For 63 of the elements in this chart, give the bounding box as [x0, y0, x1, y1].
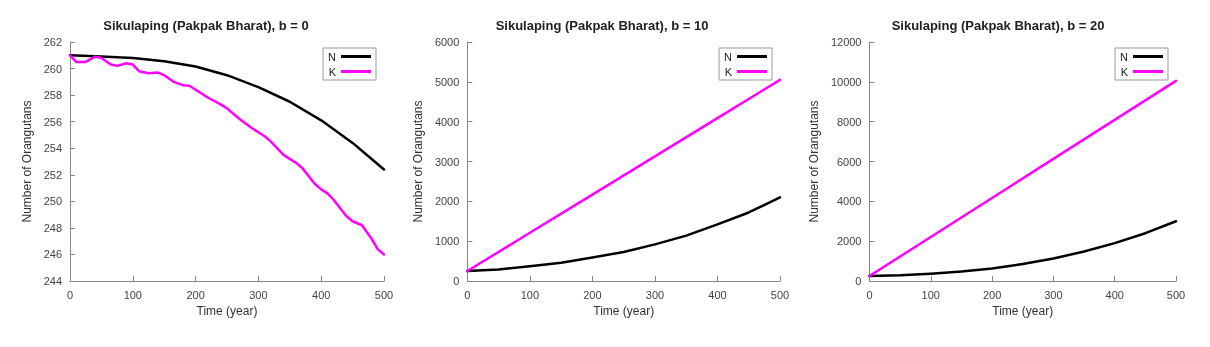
y-axis-title: Number of Orangutans — [807, 100, 821, 223]
y-tick-label: 8000 — [837, 115, 862, 128]
x-tick-label: 400 — [312, 288, 331, 301]
chart-title: Sikulaping (Pakpak Bharat), b = 0 — [103, 18, 309, 33]
x-tick-label: 500 — [374, 288, 394, 301]
y-tick-label: 2000 — [837, 235, 862, 248]
legend-label: K — [1120, 65, 1129, 78]
x-tick-label: 0 — [464, 288, 471, 301]
x-tick-label: 500 — [1166, 288, 1186, 301]
line-series — [68, 54, 386, 256]
legend-label: K — [724, 65, 733, 78]
x-axis-title: Time (year) — [196, 304, 258, 318]
x-tick-label: 500 — [770, 288, 790, 301]
legend-label: N — [328, 50, 337, 63]
x-axis-title: Time (year) — [992, 304, 1054, 318]
line-series — [868, 79, 1178, 278]
y-tick-label: 252 — [43, 168, 62, 181]
y-tick-label: 256 — [43, 115, 62, 128]
y-tick-label: 12000 — [830, 36, 862, 48]
legend-label: N — [1120, 50, 1129, 63]
y-tick-label: 4000 — [837, 195, 862, 208]
line-series — [466, 78, 782, 273]
y-tick-label: 3000 — [434, 155, 460, 168]
x-tick-label: 400 — [708, 288, 727, 301]
y-tick-label: 4000 — [434, 115, 460, 128]
y-tick-label: 246 — [43, 248, 62, 261]
x-tick-label: 300 — [1044, 288, 1063, 301]
y-tick-label: 1000 — [434, 235, 460, 248]
line-series — [466, 196, 782, 273]
y-tick-label: 2000 — [434, 195, 460, 208]
y-tick-label: 10000 — [830, 75, 862, 88]
line-series — [868, 220, 1178, 278]
y-axis-title: Number of Orangutans — [19, 100, 34, 223]
x-tick-label: 400 — [1105, 288, 1124, 301]
line-series — [68, 54, 386, 171]
x-tick-label: 300 — [249, 288, 268, 301]
y-tick-label: 262 — [43, 36, 62, 48]
x-tick-label: 100 — [921, 288, 940, 301]
y-axis-title: Number of Orangutans — [411, 100, 425, 223]
y-tick-label: 0 — [453, 275, 460, 287]
x-tick-label: 0 — [866, 288, 873, 301]
chart-title: Sikulaping (Pakpak Bharat), b = 10 — [495, 18, 709, 33]
legend-label: K — [328, 65, 337, 78]
y-tick-label: 258 — [43, 89, 62, 102]
y-tick-label: 0 — [855, 275, 862, 287]
y-tick-label: 6000 — [434, 36, 460, 48]
y-tick-label: 254 — [43, 142, 62, 155]
y-tick-label: 248 — [43, 221, 62, 234]
y-tick-label: 6000 — [837, 155, 862, 168]
x-tick-label: 200 — [186, 288, 205, 301]
x-axis-title: Time (year) — [593, 304, 655, 318]
x-tick-label: 200 — [583, 288, 602, 301]
x-tick-label: 100 — [520, 288, 540, 301]
x-tick-label: 200 — [982, 288, 1002, 301]
x-tick-label: 0 — [66, 288, 74, 301]
x-tick-label: 300 — [645, 288, 665, 301]
y-tick-label: 260 — [43, 62, 62, 75]
legend-label: N — [724, 50, 733, 63]
y-tick-label: 250 — [43, 195, 62, 208]
y-tick-label: 244 — [43, 275, 62, 287]
chart-title: Sikulaping (Pakpak Bharat), b = 20 — [891, 18, 1105, 33]
y-tick-label: 5000 — [434, 75, 460, 88]
x-tick-label: 100 — [123, 288, 142, 301]
